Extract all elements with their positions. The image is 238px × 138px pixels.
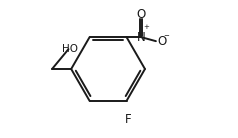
Text: −: −: [163, 33, 169, 39]
Text: HO: HO: [62, 44, 78, 54]
Text: O: O: [157, 35, 166, 48]
Text: N: N: [136, 30, 145, 44]
Text: +: +: [143, 25, 149, 30]
Text: O: O: [136, 8, 145, 21]
Text: F: F: [124, 113, 131, 126]
